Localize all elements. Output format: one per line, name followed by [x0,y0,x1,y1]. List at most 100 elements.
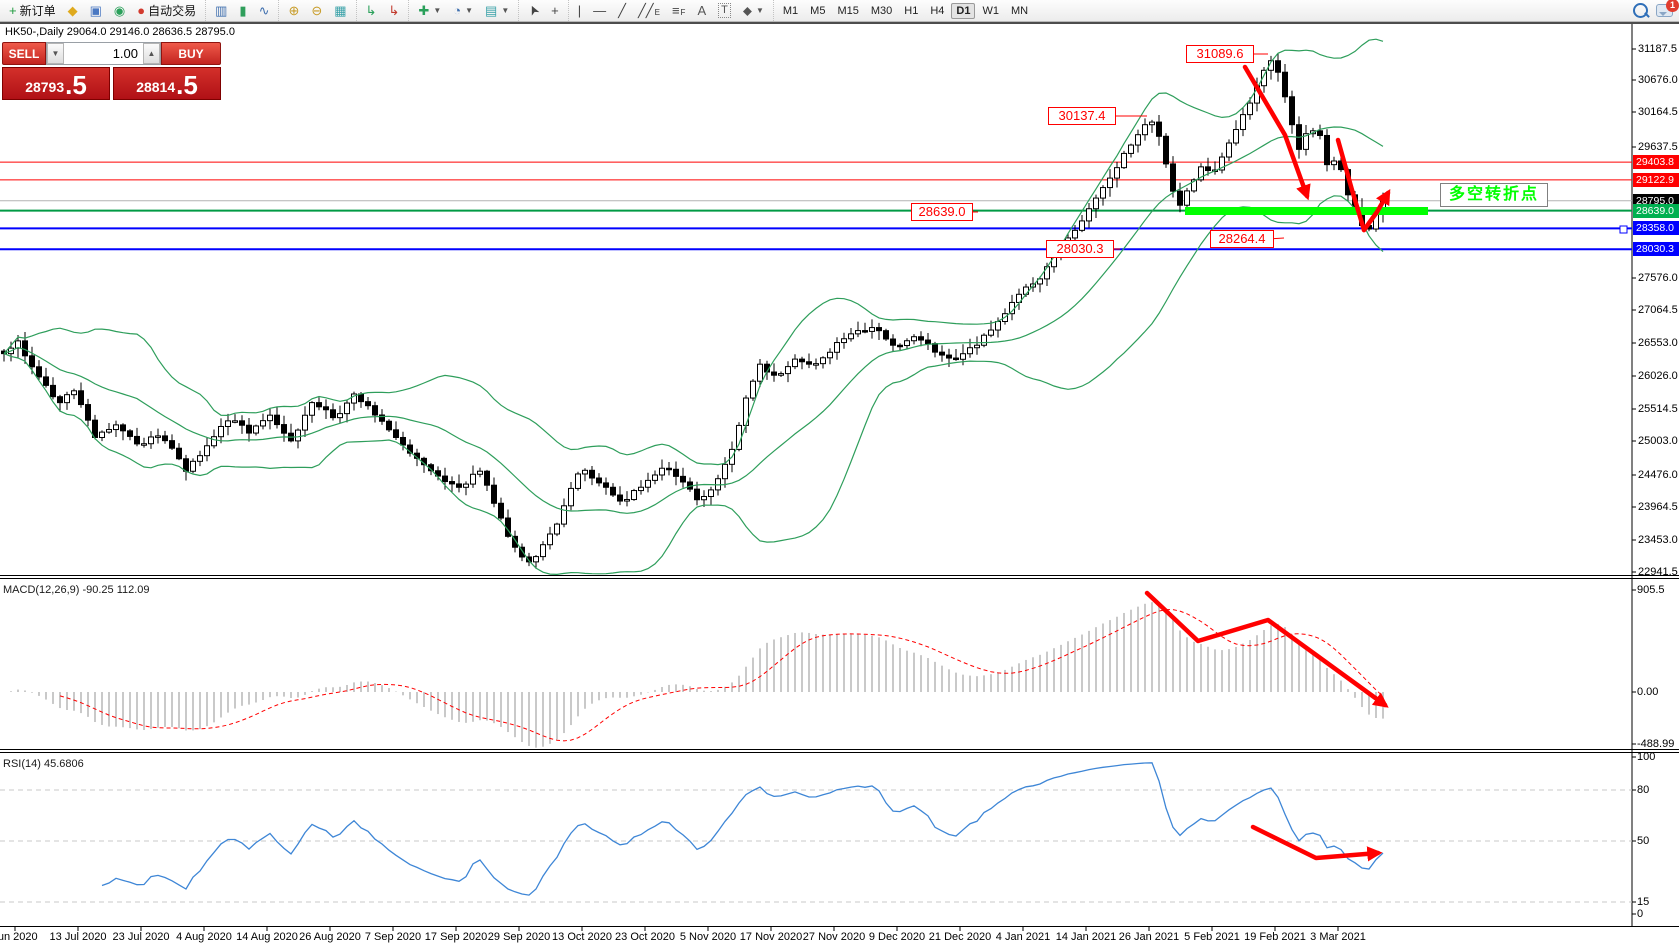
price-tick-label: 30164.5 [1638,106,1678,118]
text-button[interactable]: A [692,2,711,19]
price-tick-label: 24476.0 [1638,469,1678,481]
date-tick-label: 21 Dec 2020 [928,931,992,943]
price-tick-label: 26553.0 [1638,337,1678,349]
timeframe-M30-button[interactable]: M30 [870,4,893,17]
search-icon[interactable] [1633,3,1648,18]
date-tick-label: 29 Sep 2020 [487,931,551,943]
macd-label: MACD(12,26,9) -90.25 112.09 [3,584,150,596]
shapes-button[interactable]: ⬥ ▼ [738,2,769,19]
date-tick-label: 4 Aug 2020 [176,931,232,943]
vertical-line-button[interactable]: | [573,2,586,19]
cursor-button[interactable]: ➤ [523,2,544,19]
one-click-trading-panel: SELL ▼ 1.00 ▲ BUY 28793 .5 28814 .5 [2,42,221,100]
rsi-tick-label: 15 [1637,896,1650,908]
candlestick-chart-button[interactable]: ▮ [234,2,251,19]
trendline-icon: ╱ [618,3,626,18]
candlestick-icon: ▮ [239,3,247,18]
date-tick-label: 14 Jan 2021 [1055,931,1117,943]
toolbar-group-scroll: ↳ ↳ [355,0,409,21]
volume-stepper[interactable]: ▼ 1.00 ▲ [46,42,161,65]
autotrading-button[interactable]: ● 自动交易 [132,0,201,21]
macd-tick-label: 0.00 [1637,686,1659,698]
template-button[interactable]: ▤ ▼ [480,2,514,19]
new-chart-button[interactable]: ✚ ▼ [413,2,446,19]
text-label-icon: T [718,3,731,18]
price-badge: 28639.0 [1633,204,1679,218]
crosshair-icon: + [551,3,559,18]
channel-button[interactable]: ╱╱ E [633,2,665,19]
label-button[interactable]: T [713,1,736,20]
rsi-tick-label: 100 [1637,751,1656,763]
rsi-tick-label: 50 [1637,835,1650,847]
price-tick-label: 26026.0 [1638,370,1678,382]
toolbar-group-timeframes: M1 M5 M15 M30 H1 H4 D1 W1 MN [772,0,1037,21]
timeframe-H4-button[interactable]: H4 [930,4,945,17]
line-chart-button[interactable]: ∿ [254,2,275,19]
terminal-button[interactable]: ▣ [85,2,107,19]
price-tick-label: 30676.0 [1638,74,1678,86]
chart-area[interactable] [0,23,1679,946]
price-badge: 29122.9 [1633,173,1679,187]
price-annotation-label[interactable]: 30137.4 [1048,107,1116,125]
clock-icon: ◔ [453,3,462,18]
tile-windows-button[interactable]: ▦ [329,2,351,19]
dropdown-caret-icon: ▼ [433,6,442,15]
price-annotation-label[interactable]: 28639.0 [911,203,973,221]
gold-button[interactable]: ◆ [63,2,83,19]
date-tick-label: 7 Sep 2020 [364,931,422,943]
symbol-title: HK50-,Daily 29064.0 29146.0 28636.5 2879… [5,26,235,38]
buy-price-panel[interactable]: 28814 .5 [113,67,221,100]
timeframe-M5-button[interactable]: M5 [810,4,826,17]
price-annotation-label[interactable]: 31089.6 [1186,45,1254,63]
autotrading-button-label: 自动交易 [148,4,197,18]
price-annotation-label[interactable]: 28030.3 [1046,240,1114,258]
chart-shift-button[interactable]: ↳ [384,2,405,19]
zoom-in-button[interactable]: ⊕ [283,2,304,19]
volume-down-button[interactable]: ▼ [47,43,64,64]
date-tick-label: 17 Nov 2020 [739,931,803,943]
new-order-button[interactable]: + 新订单 [4,0,61,21]
timeframe-M1-button[interactable]: M1 [782,4,799,17]
fibonacci-button[interactable]: ≡ F [667,2,690,19]
notifications-icon[interactable]: 1 [1656,0,1679,17]
volume-value[interactable]: 1.00 [112,46,138,61]
timeframe-D1-button[interactable]: D1 [951,2,976,19]
new-chart-icon: ✚ [418,3,430,18]
buy-price-main: 28814 [136,79,176,95]
signals-button[interactable]: ◉ [109,2,130,19]
fibonacci-icon: ≡ [671,3,680,18]
dropdown-caret-icon: ▼ [465,6,474,15]
date-tick-label: 13 Jul 2020 [49,931,107,943]
tile-windows-icon: ▦ [334,3,347,18]
gold-icon: ◆ [67,3,78,18]
turning-point-annotation[interactable]: 多空转折点 [1440,183,1548,207]
price-annotation-label[interactable]: 28264.4 [1210,230,1274,248]
price-tick-label: 27064.5 [1638,304,1678,316]
period-button[interactable]: ◔ ▼ [448,2,478,19]
date-tick-label: 13 Oct 2020 [552,931,612,943]
timeframe-MN-button[interactable]: MN [1010,4,1029,17]
buy-button[interactable]: BUY [161,42,221,65]
main-toolbar: + 新订单 ◆ ▣ ◉ ● 自动交易 ▥ ▮ ∿ ⊕ ⊖ ▦ ↳ ↳ ✚ ▼ ◔ ▼ ▤ ▼ ➤ + | — ╱ ╱╱ E ≡ F A T ⬥ ▼… [0,0,1679,22]
timeframe-H1-button[interactable]: H1 [904,4,919,17]
auto-scroll-button[interactable]: ↳ [361,2,382,19]
text-icon: A [697,3,707,18]
date-tick-label: 17 Sep 2020 [424,931,488,943]
volume-up-button[interactable]: ▲ [143,43,160,64]
date-tick-label: 23 Oct 2020 [615,931,675,943]
date-tick-label: Jun 2020 [0,931,38,943]
trendline-button[interactable]: ╱ [613,2,631,19]
horizontal-line-button[interactable]: — [588,2,611,19]
bar-chart-button[interactable]: ▥ [210,2,232,19]
zoom-out-button[interactable]: ⊖ [306,2,327,19]
sell-price-panel[interactable]: 28793 .5 [2,67,110,100]
rsi-label: RSI(14) 45.6806 [3,758,84,770]
timeframe-M15-button[interactable]: M15 [837,4,859,17]
date-tick-label: 14 Aug 2020 [236,931,298,943]
sell-button[interactable]: SELL [2,42,46,65]
crosshair-button[interactable]: + [546,2,564,19]
date-tick-label: 23 Jul 2020 [112,931,170,943]
timeframe-W1-button[interactable]: W1 [982,4,999,17]
chart-canvas[interactable] [0,23,1679,946]
autotrading-icon: ● [137,3,146,18]
